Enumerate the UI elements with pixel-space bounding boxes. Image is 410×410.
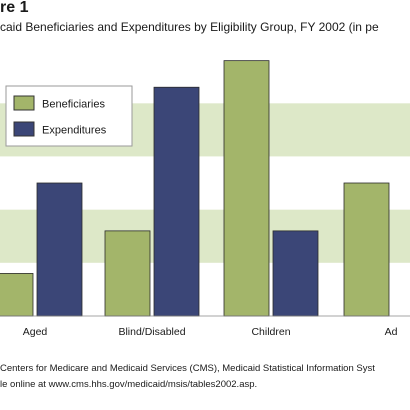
x-tick-labels: Aged Blind/Disabled Children Ad bbox=[23, 326, 398, 338]
legend-swatch-beneficiaries bbox=[13, 95, 35, 111]
legend-swatch-expenditures bbox=[13, 121, 35, 137]
bar-expenditures-children bbox=[272, 230, 319, 317]
figure-label: re 1 bbox=[0, 0, 29, 16]
x-tick-label: Aged bbox=[23, 326, 48, 338]
source-note-line-1: Centers for Medicare and Medicaid Servic… bbox=[0, 363, 375, 374]
bar-beneficiaries-aged bbox=[0, 273, 34, 317]
x-tick-label: Ad bbox=[385, 326, 398, 338]
bar-expenditures-blind-disabled bbox=[153, 86, 200, 317]
figure-title: caid Beneficiaries and Expenditures by E… bbox=[0, 20, 379, 34]
bar-beneficiaries-blind-disabled bbox=[104, 230, 151, 317]
bar-beneficiaries-ad bbox=[343, 182, 390, 317]
bar-expenditures-aged bbox=[36, 182, 83, 317]
legend-label-beneficiaries: Beneficiaries bbox=[42, 99, 105, 111]
legend-box bbox=[5, 85, 133, 147]
legend-label-expenditures: Expenditures bbox=[42, 125, 107, 137]
x-tick-label: Blind/Disabled bbox=[118, 326, 185, 338]
bars bbox=[0, 60, 390, 317]
legend: Beneficiaries Expenditures bbox=[5, 85, 133, 147]
bar-beneficiaries-children bbox=[223, 60, 270, 317]
x-tick-label: Children bbox=[251, 326, 290, 338]
source-note-line-2: le online at www.cms.hhs.gov/medicaid/ms… bbox=[0, 379, 258, 390]
chart: Aged Blind/Disabled Children Ad Beneficiari… bbox=[0, 50, 410, 338]
